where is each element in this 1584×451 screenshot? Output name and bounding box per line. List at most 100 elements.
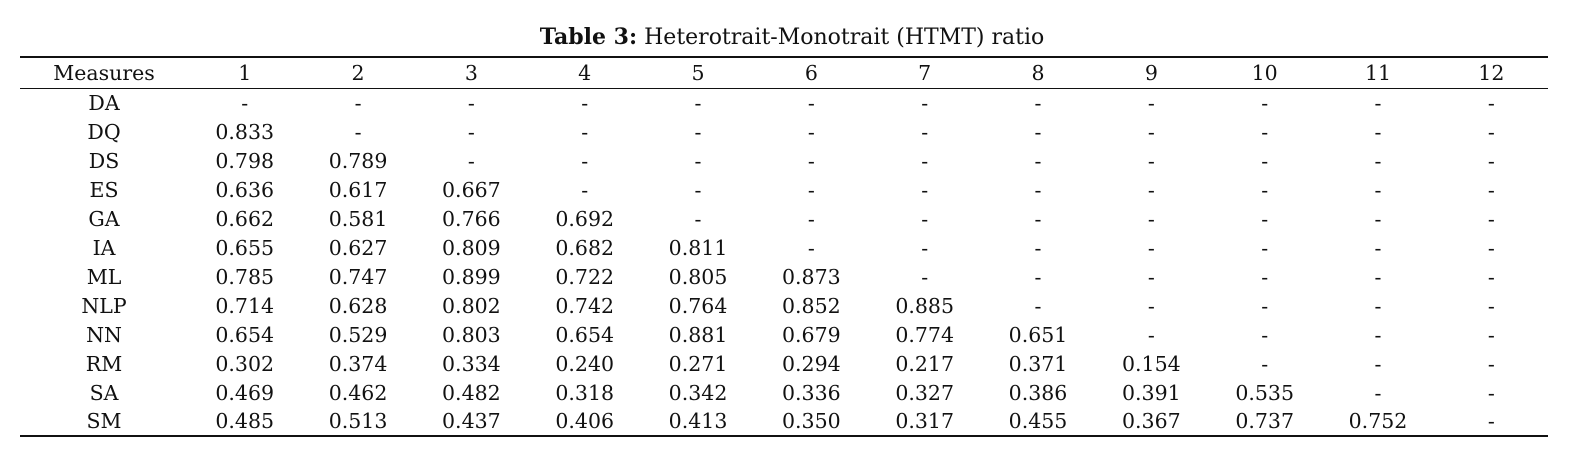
value-cell: -: [1487, 90, 1495, 115]
table-row: SM 0.485 0.513 0.437 0.406 0.413 0.350 0.317 0.4…: [20, 407, 1548, 437]
value-cell: 0.766: [442, 206, 501, 231]
value-cell: -: [1261, 235, 1269, 260]
row-label-cell: ML: [86, 264, 122, 289]
value-cell: -: [1487, 206, 1495, 231]
value-cell: -: [1374, 206, 1382, 231]
value-cell: 0.655: [215, 235, 275, 260]
value-cell: -: [694, 206, 702, 231]
table-row: NLP 0.714 0.628 0.802 0.742 0.764 0.852 0.885 - -…: [20, 291, 1548, 320]
table-row: IA 0.655 0.627 0.809 0.682 0.811 - - - - - - -: [20, 233, 1548, 262]
column-header-11: 11: [1321, 56, 1435, 89]
row-label-cell: IA: [92, 235, 116, 260]
value-cell: -: [354, 119, 362, 144]
value-cell: -: [1034, 119, 1042, 144]
value-cell: -: [921, 177, 929, 202]
htmt-table: Measures 1 2 3 4 5 6 7 8 9 10 11 12 DA - - - - - - - - - - - - DQ…: [20, 56, 1548, 437]
caption-title: Heterotrait-Monotrait (HTMT) ratio: [644, 25, 1045, 50]
value-cell: -: [1261, 90, 1269, 115]
value-cell: 0.805: [668, 264, 728, 289]
value-cell: 0.752: [1321, 407, 1435, 437]
value-cell: 0.811: [668, 235, 728, 260]
value-cell: -: [1261, 119, 1269, 144]
value-cell: -: [1374, 177, 1382, 202]
column-header-6: 6: [754, 56, 869, 89]
value-cell: -: [1374, 351, 1382, 376]
value-cell: 0.852: [782, 293, 841, 318]
table-row: DQ 0.833 - - - - - - - - - - -: [20, 117, 1548, 146]
column-header-3: 3: [414, 56, 529, 89]
column-header-10: 10: [1208, 56, 1322, 89]
value-cell: 0.482: [442, 380, 501, 405]
value-cell: -: [1374, 264, 1382, 289]
value-cell: 0.692: [555, 206, 615, 231]
value-cell: 0.271: [668, 351, 728, 376]
value-cell: 0.327: [895, 380, 955, 405]
table-body: DA - - - - - - - - - - - - DQ 0.833 - - - - - - - - - - - DS 0.798 0…: [20, 88, 1548, 437]
column-header-5: 5: [641, 56, 755, 89]
value-cell: -: [921, 148, 929, 173]
value-cell: -: [1147, 293, 1155, 318]
value-cell: -: [1147, 148, 1155, 173]
value-cell: -: [354, 90, 362, 115]
value-cell: 0.764: [668, 293, 728, 318]
value-cell: 0.798: [215, 148, 275, 173]
value-cell: 0.742: [555, 293, 615, 318]
row-label-cell: NN: [86, 322, 122, 347]
row-label-cell: ES: [89, 177, 119, 202]
value-cell: -: [694, 119, 702, 144]
value-cell: -: [694, 90, 702, 115]
value-cell: -: [1374, 235, 1382, 260]
value-cell: 0.240: [555, 351, 615, 376]
table-row: ML 0.785 0.747 0.899 0.722 0.805 0.873 - - - - - -: [20, 262, 1548, 291]
column-header-1: 1: [188, 56, 302, 89]
value-cell: -: [807, 119, 815, 144]
value-cell: -: [1487, 235, 1495, 260]
value-cell: -: [1147, 90, 1155, 115]
value-cell: 0.154: [1121, 351, 1181, 376]
value-cell: 0.455: [981, 407, 1095, 437]
value-cell: -: [1487, 351, 1495, 376]
value-cell: -: [921, 206, 929, 231]
row-label-cell: DS: [88, 148, 120, 173]
value-cell: -: [1147, 119, 1155, 144]
value-cell: -: [1034, 148, 1042, 173]
value-cell: 0.406: [528, 407, 642, 437]
value-cell: -: [1147, 235, 1155, 260]
value-cell: -: [1261, 264, 1269, 289]
value-cell: 0.469: [215, 380, 275, 405]
value-cell: 0.662: [215, 206, 275, 231]
value-cell: -: [1434, 407, 1548, 437]
value-cell: 0.317: [868, 407, 982, 437]
row-label-cell: SA: [89, 380, 119, 405]
value-cell: 0.462: [328, 380, 388, 405]
value-cell: -: [1374, 380, 1382, 405]
value-cell: 0.350: [754, 407, 869, 437]
table-header: Measures 1 2 3 4 5 6 7 8 9 10 11 12: [20, 56, 1548, 89]
value-cell: -: [921, 264, 929, 289]
table-row: SA 0.469 0.462 0.482 0.318 0.342 0.336 0.327 0.3…: [20, 378, 1548, 407]
value-cell: -: [1261, 177, 1269, 202]
value-cell: -: [921, 90, 929, 115]
table-row: ES 0.636 0.617 0.667 - - - - - - - - -: [20, 175, 1548, 204]
value-cell: -: [1487, 264, 1495, 289]
value-cell: 0.374: [328, 351, 388, 376]
value-cell: -: [1261, 148, 1269, 173]
value-cell: -: [467, 119, 475, 144]
value-cell: 0.881: [668, 322, 728, 347]
row-label-cell: DA: [88, 90, 120, 115]
value-cell: -: [1374, 293, 1382, 318]
value-cell: 0.899: [442, 264, 501, 289]
value-cell: 0.302: [215, 351, 275, 376]
value-cell: 0.785: [215, 264, 275, 289]
value-cell: -: [1147, 264, 1155, 289]
value-cell: 0.803: [442, 322, 501, 347]
value-cell: -: [581, 90, 589, 115]
value-cell: 0.885: [895, 293, 955, 318]
table-row: DS 0.798 0.789 - - - - - - - - - -: [20, 146, 1548, 175]
caption-label: Table 3:: [539, 24, 638, 50]
value-cell: 0.413: [641, 407, 755, 437]
value-cell: 0.654: [555, 322, 615, 347]
value-cell: 0.294: [782, 351, 841, 376]
value-cell: -: [581, 148, 589, 173]
value-cell: 0.737: [1208, 407, 1322, 437]
